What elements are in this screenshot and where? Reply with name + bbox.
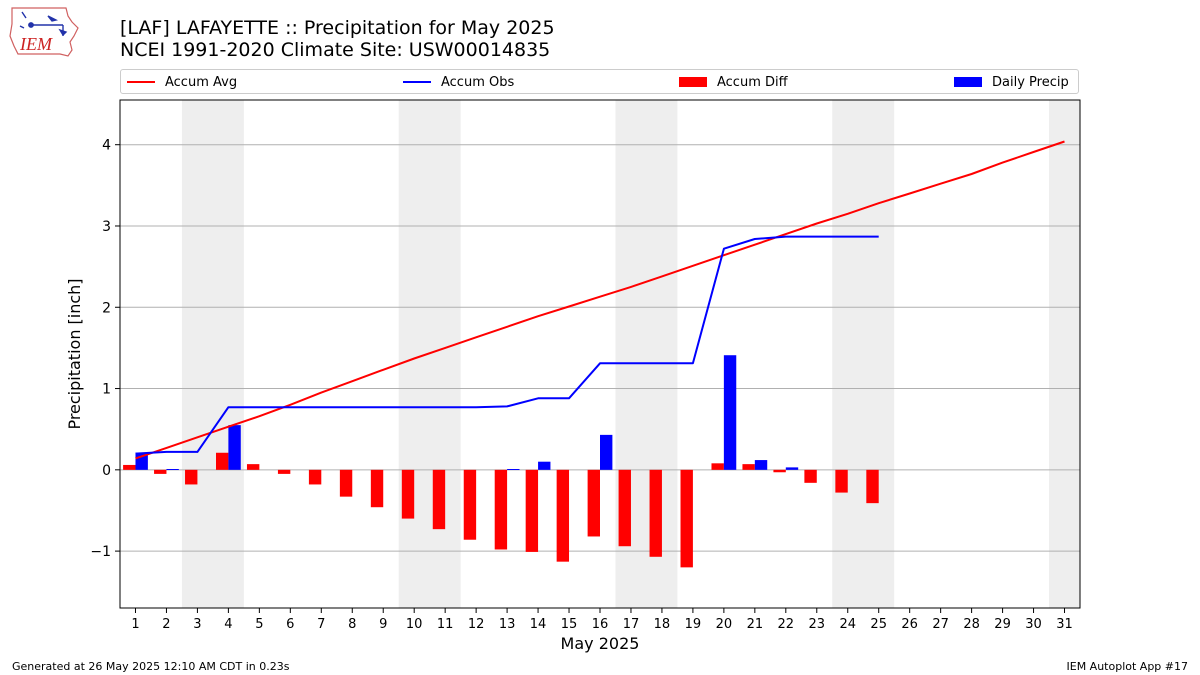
accum-diff-bar-22 [773, 469, 786, 473]
logo-text: IEM [19, 34, 53, 54]
accum-diff-bar-17 [618, 469, 631, 547]
accum-diff-bar-24 [835, 469, 848, 493]
x-tick-label-1: 1 [131, 617, 139, 632]
accum-diff-bar-13 [494, 469, 508, 550]
x-tick-label-23: 23 [809, 617, 826, 632]
accum-diff-bar-25 [866, 469, 879, 504]
iem-logo: IEM [9, 7, 79, 57]
x-tick-label-6: 6 [286, 617, 294, 632]
x-tick-label-4: 4 [224, 617, 232, 632]
app-footer: IEM Autoplot App #17 [1066, 660, 1189, 673]
y-tick-label-4: 4 [102, 138, 111, 154]
x-tick-label-5: 5 [255, 617, 263, 632]
daily-precip-bar-16 [600, 434, 613, 470]
x-tick-label-28: 28 [963, 617, 980, 632]
x-tick-label-31: 31 [1056, 617, 1073, 632]
accum-diff-bar-20 [711, 463, 724, 470]
x-tick-label-25: 25 [870, 617, 887, 632]
x-tick-label-27: 27 [932, 617, 949, 632]
weekend-shade-1 [181, 100, 244, 608]
x-tick-label-3: 3 [193, 617, 201, 632]
legend-label-daily-precip: Daily Precip [992, 74, 1069, 90]
accum-diff-bar-8 [339, 469, 353, 497]
x-tick-label-29: 29 [994, 617, 1011, 632]
x-tick-label-7: 7 [317, 617, 325, 632]
accum-diff-bar-12 [463, 469, 477, 540]
y-tick-label-0: 0 [102, 463, 111, 479]
legend-item-accum-avg: Accum Avg [127, 74, 237, 90]
x-tick-label-26: 26 [901, 617, 918, 632]
legend-swatch-accum-diff [679, 77, 707, 87]
accum-diff-bar-1 [123, 464, 136, 470]
accum-diff-bar-11 [432, 469, 446, 530]
weekend-shade-4 [832, 100, 895, 608]
legend-swatch-accum-avg [127, 81, 155, 83]
accum-diff-bar-3 [185, 469, 198, 485]
accum-diff-bar-9 [370, 469, 384, 508]
x-tick-label-18: 18 [654, 617, 671, 632]
x-tick-label-19: 19 [685, 617, 702, 632]
accum-diff-bar-15 [556, 469, 570, 562]
x-tick-label-12: 12 [468, 617, 485, 632]
x-tick-label-10: 10 [406, 617, 423, 632]
legend-item-daily-precip: Daily Precip [954, 74, 1069, 90]
x-tick-label-17: 17 [623, 617, 640, 632]
x-axis-label: May 2025 [561, 634, 640, 653]
legend-label-accum-diff: Accum Diff [717, 74, 788, 90]
x-tick-label-13: 13 [499, 617, 516, 632]
weekend-shade-5 [1049, 100, 1080, 608]
x-tick-label-14: 14 [530, 617, 547, 632]
x-tick-label-16: 16 [592, 617, 609, 632]
generated-footer: Generated at 26 May 2025 12:10 AM CDT in… [12, 660, 290, 673]
accum-diff-bar-19 [680, 469, 693, 568]
legend-label-accum-avg: Accum Avg [165, 74, 238, 90]
daily-precip-bar-14 [538, 461, 551, 470]
daily-precip-bar-22 [785, 467, 799, 470]
accum-diff-bar-4 [216, 452, 229, 470]
chart-legend: Accum Avg Accum Obs Accum Diff Daily Pre… [120, 69, 1079, 94]
accum-diff-bar-16 [587, 469, 600, 537]
x-tick-label-11: 11 [437, 617, 454, 632]
x-tick-label-9: 9 [379, 617, 387, 632]
accum-diff-bar-23 [804, 469, 817, 483]
accum-diff-bar-6 [277, 469, 291, 474]
accum-diff-bar-2 [154, 469, 167, 474]
chart-subtitle: NCEI 1991-2020 Climate Site: USW00014835 [120, 39, 551, 61]
chart-title: [LAF] LAFAYETTE :: Precipitation for May… [120, 17, 555, 39]
daily-precip-bar-2 [166, 469, 179, 471]
y-tick-label-2: 2 [102, 300, 111, 316]
accum-diff-bar-21 [742, 464, 755, 470]
accum-diff-bar-18 [649, 469, 662, 557]
y-tick-label-3: 3 [102, 219, 111, 235]
legend-swatch-daily-precip [954, 77, 982, 87]
daily-precip-bar-21 [754, 460, 768, 470]
x-tick-label-24: 24 [839, 617, 856, 632]
x-tick-label-2: 2 [162, 617, 170, 632]
accum-obs-line [135, 235, 879, 455]
y-tick-label-1: 1 [102, 382, 111, 398]
accum-diff-bar-5 [246, 464, 260, 470]
x-tick-label-15: 15 [561, 617, 578, 632]
x-tick-label-30: 30 [1025, 617, 1042, 632]
x-tick-label-8: 8 [348, 617, 356, 632]
x-tick-label-21: 21 [747, 617, 764, 632]
legend-item-accum-diff: Accum Diff [679, 74, 788, 90]
y-tick-label--1: −1 [90, 544, 111, 560]
x-tick-label-22: 22 [778, 617, 795, 632]
accum-diff-bar-14 [525, 469, 539, 552]
daily-precip-bar-20 [723, 355, 737, 470]
legend-swatch-accum-obs [403, 81, 431, 83]
x-tick-label-20: 20 [716, 617, 733, 632]
daily-precip-bar-4 [228, 425, 241, 470]
y-axis-label: Precipitation [inch] [65, 278, 84, 429]
accum-diff-bar-10 [401, 469, 415, 519]
accum-diff-bar-7 [308, 469, 322, 485]
daily-precip-bar-13 [507, 469, 520, 471]
legend-label-accum-obs: Accum Obs [441, 74, 515, 90]
accum-avg-line [135, 140, 1065, 460]
legend-item-accum-obs: Accum Obs [403, 74, 514, 90]
